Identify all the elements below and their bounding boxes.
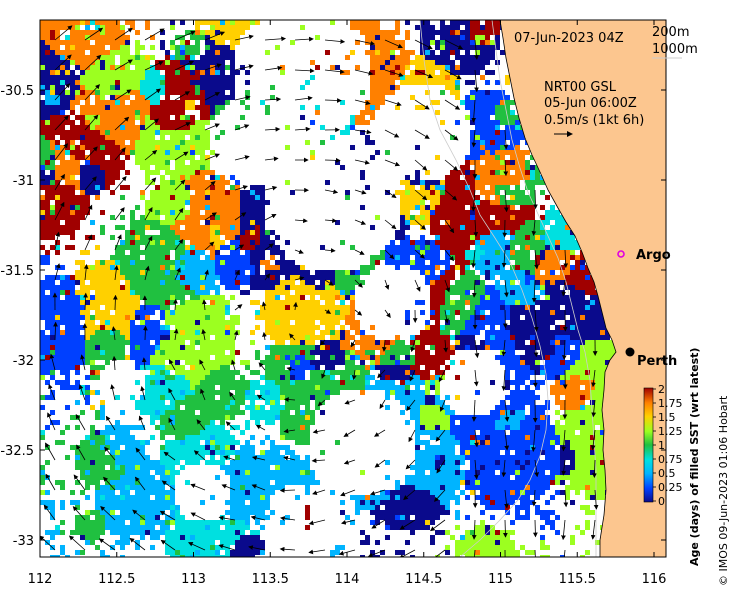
colorbar-tick-label: 2 [658, 383, 665, 396]
x-tick-label: 112.5 [98, 572, 135, 587]
colorbar-tick-label: 0 [658, 495, 665, 508]
depth-200-label: 200m [652, 25, 689, 40]
colorbar-tick-label: 0.75 [658, 453, 683, 466]
x-tick-label: 113.5 [252, 572, 289, 587]
colorbar-tick-label: 1.25 [658, 425, 683, 438]
date-label: 07-Jun-2023 04Z [514, 31, 624, 46]
y-tick-label: -31 [13, 174, 34, 189]
x-axis: 112 112.5 113 113.5 114 114.5 115 115.5 116 [28, 20, 667, 587]
colorbar-label: Age (days) of filled SST (wrt latest) [688, 348, 701, 566]
colorbar [643, 387, 654, 503]
x-tick-label: 116 [642, 572, 667, 587]
y-tick-label: -32 [13, 354, 34, 369]
bathymetry-contours [419, 20, 597, 557]
y-tick-label: -31.5 [0, 264, 34, 279]
current-vectors [40, 25, 599, 557]
land [499, 20, 666, 557]
colorbar-tick-label: 0.5 [658, 467, 676, 480]
colorbar-tick-label: 1.75 [658, 397, 683, 410]
colorbar-tick-label: 0.25 [658, 481, 683, 494]
x-tick-label: 112 [28, 572, 53, 587]
perth-marker[interactable] [625, 347, 635, 357]
argo-label: Argo [636, 248, 671, 263]
scale-label: 0.5m/s (1kt 6h) [544, 113, 644, 128]
perth-label: Perth [637, 354, 677, 369]
y-tick-label: -30.5 [0, 84, 34, 99]
x-tick-label: 113 [181, 572, 206, 587]
x-tick-label: 114 [335, 572, 360, 587]
credit-label: © IMOS 09-Jun-2023 01:06 Hobart [717, 395, 730, 586]
product-label: NRT00 GSL [544, 80, 617, 95]
y-axis: -30.5 -31 -31.5 -32 -32.5 -33 [0, 84, 666, 549]
argo-marker[interactable] [617, 250, 625, 258]
x-tick-label: 115.5 [559, 572, 596, 587]
y-tick-label: -32.5 [0, 444, 34, 459]
x-tick-label: 114.5 [405, 572, 442, 587]
colorbar-tick-label: 1.5 [658, 411, 676, 424]
colorbar-tick-label: 1 [658, 439, 665, 452]
depth-1000-label: 1000m [652, 42, 698, 57]
product-time-label: 05-Jun 06:00Z [544, 96, 637, 111]
x-tick-label: 115 [488, 572, 513, 587]
y-tick-label: -33 [13, 534, 34, 549]
plot-border [39, 19, 667, 558]
